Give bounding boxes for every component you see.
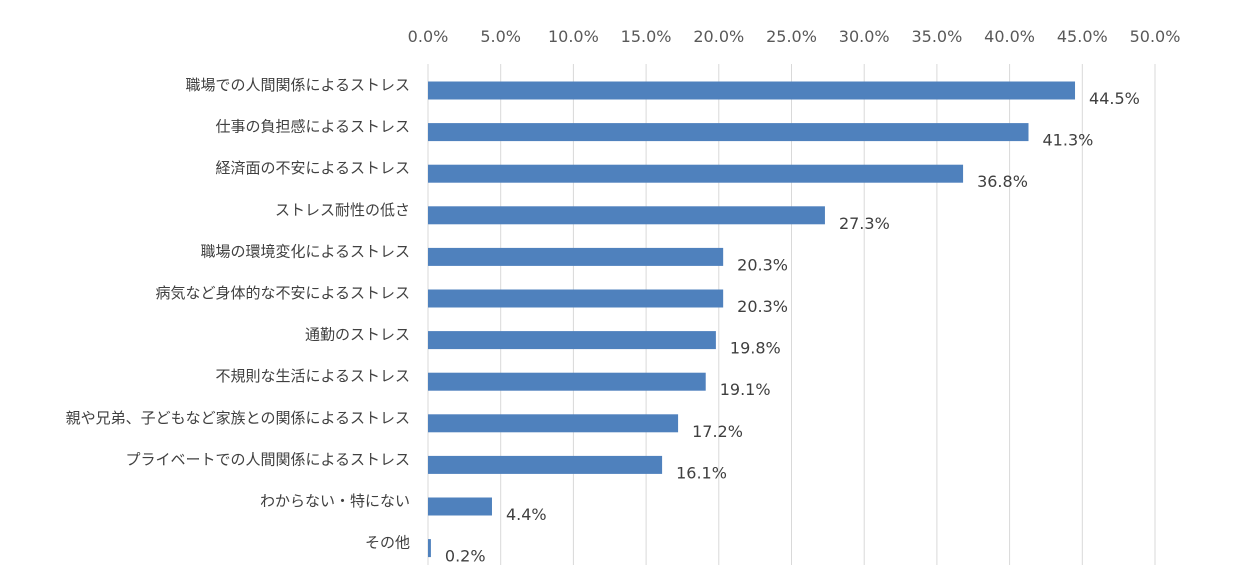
- value-label: 17.2%: [692, 422, 743, 441]
- x-tick-label: 45.0%: [1057, 27, 1108, 46]
- bar: [428, 372, 706, 391]
- category-label: その他: [365, 534, 410, 552]
- value-label: 20.3%: [737, 255, 788, 274]
- value-label: 16.1%: [676, 463, 727, 482]
- bar: [428, 414, 679, 433]
- x-tick-label: 0.0%: [408, 27, 449, 46]
- category-label: 仕事の負担感によるストレス: [215, 118, 410, 136]
- bar: [428, 81, 1076, 100]
- value-label: 4.4%: [506, 505, 547, 524]
- category-label: ストレス耐性の低さ: [275, 201, 410, 219]
- category-label: 経済面の不安によるストレス: [215, 159, 410, 177]
- value-label: 41.3%: [1043, 131, 1094, 150]
- category-label: 職場での人間関係によるストレス: [185, 76, 410, 94]
- bar: [428, 247, 724, 266]
- bars: [428, 81, 1076, 558]
- category-label: 病気など身体的な不安によるストレス: [155, 284, 410, 302]
- category-label: わからない・特にない: [260, 492, 410, 510]
- value-label: 0.2%: [445, 547, 486, 566]
- value-label: 36.8%: [977, 172, 1028, 191]
- bar: [428, 164, 964, 183]
- value-label: 19.8%: [730, 339, 781, 358]
- x-tick-label: 10.0%: [548, 27, 599, 46]
- category-labels: 職場での人間関係によるストレス仕事の負担感によるストレス経済面の不安によるストレ…: [66, 76, 410, 552]
- bar: [428, 539, 431, 558]
- bar: [428, 455, 663, 474]
- category-label: 通勤のストレス: [305, 326, 410, 344]
- x-tick-label: 5.0%: [480, 27, 521, 46]
- category-label: 不規則な生活によるストレス: [215, 367, 410, 385]
- category-label: プライベートでの人間関係によるストレス: [125, 450, 410, 468]
- x-tick-label: 35.0%: [911, 27, 962, 46]
- x-tick-label: 15.0%: [621, 27, 672, 46]
- value-label: 44.5%: [1089, 89, 1140, 108]
- value-labels: 44.5% 41.3% 36.8% 27.3% 20.3% 20.3% 19.8% 19.1%…: [445, 89, 1140, 566]
- gridlines: [427, 64, 1156, 565]
- x-tick-label: 50.0%: [1130, 27, 1181, 46]
- value-label: 27.3%: [839, 214, 890, 233]
- bar: [428, 206, 825, 225]
- value-label: 19.1%: [720, 380, 771, 399]
- category-label: 親や兄弟、子どもなど家族との関係によるストレス: [66, 409, 410, 427]
- bar: [428, 331, 716, 350]
- x-axis-ticks: 0.0% 5.0% 10.0% 15.0% 20.0% 25.0% 30.0% 35.0% 40…: [408, 27, 1181, 46]
- x-tick-label: 25.0%: [766, 27, 817, 46]
- category-label: 職場の環境変化によるストレス: [200, 242, 410, 260]
- x-tick-label: 20.0%: [693, 27, 744, 46]
- value-label: 20.3%: [737, 297, 788, 316]
- x-tick-label: 30.0%: [839, 27, 890, 46]
- bar: [428, 123, 1029, 142]
- bar: [428, 497, 492, 516]
- x-tick-label: 40.0%: [984, 27, 1035, 46]
- bar: [428, 289, 724, 308]
